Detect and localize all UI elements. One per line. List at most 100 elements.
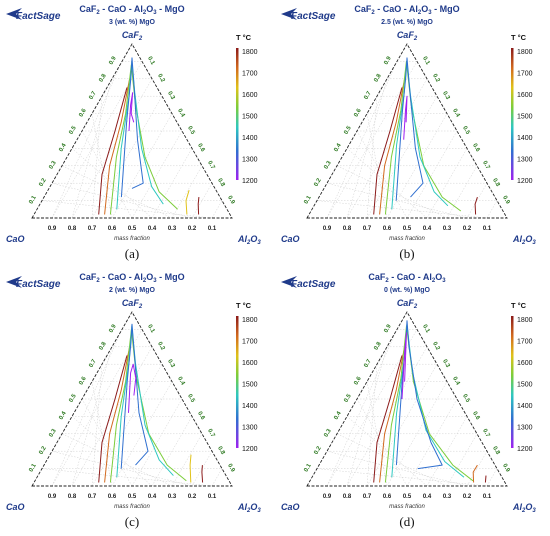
isotherm-line	[197, 197, 200, 215]
apex-label-right: Al2O3	[512, 234, 536, 246]
base-tick-label: 0.9	[48, 494, 57, 500]
left-side-tick-label: 0.1	[28, 462, 38, 473]
factsage-logo-text: FactSage	[291, 11, 336, 22]
right-side-tick-label: 0.2	[431, 73, 441, 84]
isotherm-line	[128, 92, 135, 132]
isotherm-line	[373, 355, 403, 483]
colorbar-tick-label: 1600	[517, 360, 533, 367]
temperature-colorbar: T °C 1800 1700 1600 1500 1400 1300 1200	[236, 33, 258, 185]
left-side-tick-label: 0.9	[108, 55, 118, 66]
panel-subtitle: 2 (wt. %) MgO	[109, 287, 155, 294]
left-side-tick-label: 0.8	[98, 341, 108, 352]
left-side-tick-label: 0.9	[383, 323, 393, 334]
panel-a: FactSage CaF2 - CaO - Al2O3 - MgO 3 (wt. %…	[6, 4, 261, 261]
isotherm-line	[116, 60, 164, 210]
base-tick-label: 0.1	[483, 226, 492, 232]
colorbar-tick-label: 1800	[242, 49, 258, 56]
isotherm-line	[395, 57, 424, 201]
colorbar-gradient	[236, 48, 239, 180]
panel-title: CaF2 - CaO - Al2O3 - MgO	[354, 4, 459, 16]
left-side-tick-label: 0.7	[363, 90, 373, 101]
apex-label-left: CaO	[281, 234, 300, 244]
base-tick-label: 0.5	[403, 494, 412, 500]
colorbar-title: T °C	[511, 33, 527, 42]
colorbar-tick-label: 1800	[242, 317, 258, 324]
isotherm-line	[98, 87, 128, 215]
ternary-triangle	[31, 43, 233, 219]
left-side-tick-label: 0.3	[323, 160, 333, 171]
base-tick-label: 0.5	[128, 226, 137, 232]
base-tick-label: 0.4	[423, 494, 432, 500]
colorbar-title: T °C	[236, 301, 252, 310]
right-side-tick-label: 0.4	[451, 376, 461, 387]
colorbar-tick-label: 1800	[517, 317, 533, 324]
apex-label-top: CaF2	[122, 30, 143, 42]
colorbar-title: T °C	[236, 33, 252, 42]
mass-fraction-caption: mass fraction	[389, 236, 425, 242]
right-side-tick-label: 0.9	[501, 463, 511, 474]
colorbar-tick-label: 1600	[242, 360, 258, 367]
colorbar-tick-label: 1600	[242, 92, 258, 99]
base-tick-label: 0.9	[323, 494, 332, 500]
isotherm-line	[120, 323, 149, 469]
isotherm-line	[474, 196, 478, 215]
right-side-tick-label: 0.4	[451, 108, 461, 119]
colorbar-tick-label: 1400	[517, 135, 533, 142]
base-tick-label: 0.7	[363, 226, 372, 232]
base-tick-label: 0.7	[88, 226, 97, 232]
isotherm-line	[104, 78, 131, 215]
temperature-colorbar: T °C 1800 1700 1600 1500 1400 1300 1200	[511, 301, 533, 453]
right-side-tick-label: 0.7	[481, 160, 491, 171]
panel-caption: (d)	[399, 514, 414, 529]
ternary-triangle	[31, 311, 233, 487]
left-side-tick-label: 0.7	[88, 358, 98, 369]
left-side-tick-label: 0.1	[303, 462, 313, 473]
right-side-tick-label: 0.1	[421, 56, 431, 67]
colorbar-gradient	[236, 316, 239, 448]
left-side-tick-label: 0.9	[108, 323, 118, 334]
right-side-tick-label: 0.9	[501, 195, 511, 206]
right-side-tick-label: 0.5	[186, 393, 196, 404]
base-tick-label: 0.5	[403, 226, 412, 232]
isotherm-line	[379, 346, 406, 483]
apex-label-top: CaF2	[122, 298, 143, 310]
apex-label-top: CaF2	[397, 298, 418, 310]
factsage-logo-text: FactSage	[16, 11, 61, 22]
right-side-tick-label: 0.5	[461, 125, 471, 136]
right-side-tick-label: 0.6	[471, 143, 481, 154]
base-tick-label: 0.7	[88, 494, 97, 500]
panel-subtitle: 2.5 (wt. %) MgO	[381, 19, 433, 26]
base-tick-label: 0.8	[68, 494, 77, 500]
right-side-tick-label: 0.6	[471, 411, 481, 422]
base-tick-label: 0.4	[148, 494, 157, 500]
factsage-logo: FactSage	[281, 276, 336, 290]
ternary-triangle	[306, 43, 508, 219]
left-side-tick-label: 0.8	[98, 73, 108, 84]
panel-caption: (b)	[399, 246, 414, 261]
ternary-grid	[316, 61, 498, 219]
ternary-grid	[41, 61, 223, 219]
left-side-tick-label: 0.5	[68, 393, 78, 404]
left-side-tick-label: 0.5	[343, 125, 353, 136]
panel-d: FactSage CaF2 - CaO - Al2O3 0 (wt. %) MgO C…	[281, 272, 536, 529]
colorbar-tick-label: 1400	[242, 403, 258, 410]
right-side-tick-label: 0.3	[166, 359, 176, 370]
left-side-tick-label: 0.2	[38, 445, 48, 456]
colorbar-tick-label: 1700	[242, 339, 258, 346]
colorbar-tick-label: 1700	[517, 339, 533, 346]
left-side-tick-label: 0.6	[78, 107, 88, 118]
isotherm-line	[104, 346, 131, 483]
base-tick-label: 0.8	[343, 226, 352, 232]
mass-fraction-caption: mass fraction	[114, 236, 150, 242]
right-side-tick-label: 0.2	[431, 341, 441, 352]
base-tick-label: 0.9	[323, 226, 332, 232]
left-side-tick-label: 0.9	[383, 55, 393, 66]
isotherm-contours	[373, 320, 487, 483]
base-tick-label: 0.8	[343, 494, 352, 500]
right-side-tick-label: 0.7	[206, 160, 216, 171]
colorbar-tick-label: 1700	[517, 71, 533, 78]
panel-b: FactSage CaF2 - CaO - Al2O3 - MgO 2.5 (wt.…	[281, 4, 536, 261]
left-side-tick-label: 0.4	[333, 410, 343, 421]
apex-label-right: Al2O3	[237, 234, 261, 246]
factsage-logo: FactSage	[6, 8, 61, 22]
